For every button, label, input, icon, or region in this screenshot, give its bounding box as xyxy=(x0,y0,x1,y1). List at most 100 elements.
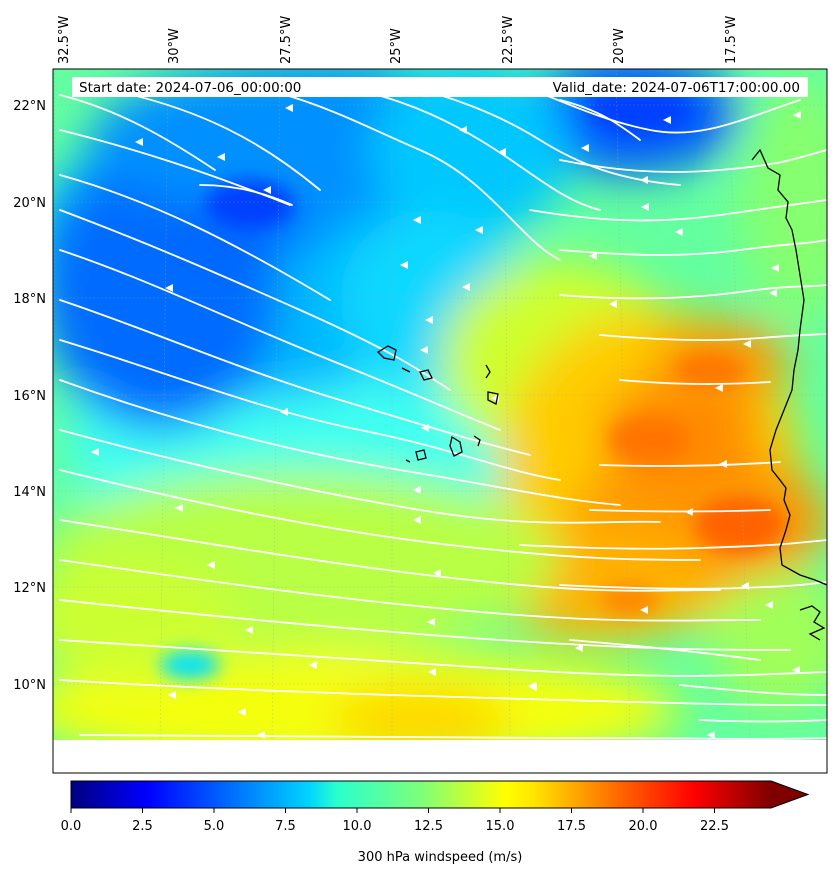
streamline xyxy=(59,429,661,524)
streamline xyxy=(59,679,827,706)
streamline-arrow xyxy=(640,176,648,184)
colorbar-title: 300 hPa windspeed (m/s) xyxy=(358,850,523,865)
streamline-arrow xyxy=(741,582,749,590)
colorbar-outline xyxy=(70,780,810,809)
streamline-arrow xyxy=(589,252,597,260)
streamline-arrow xyxy=(400,261,408,269)
lon-label: 27.5°W xyxy=(279,16,294,64)
streamline xyxy=(589,509,771,513)
streamline xyxy=(59,174,331,301)
streamline-arrow xyxy=(427,618,435,626)
streamline-arrow xyxy=(91,448,99,456)
streamline xyxy=(59,249,501,431)
no-data-strip xyxy=(53,740,827,773)
lat-label: 14°N xyxy=(13,485,46,500)
streamline-arrow xyxy=(462,283,470,291)
streamline-arrow xyxy=(413,516,421,524)
date-info-box: Start date: 2024-07-06_00:00:00 Valid_da… xyxy=(72,77,808,97)
streamline-arrow xyxy=(793,111,801,119)
streamline-arrow xyxy=(663,116,671,124)
streamline xyxy=(119,91,321,191)
streamline-arrow xyxy=(207,561,215,569)
streamline-arrow xyxy=(135,138,143,146)
streamline xyxy=(199,184,293,206)
colorbar-ticks xyxy=(70,808,715,813)
streamline-arrow xyxy=(285,104,293,112)
wind-streamlines xyxy=(59,79,827,740)
colorbar-tick-label: 12.5 xyxy=(414,819,443,834)
streamline xyxy=(559,99,641,141)
coastline xyxy=(376,148,827,641)
streamline xyxy=(519,539,827,550)
colorbar-gradient xyxy=(71,781,771,808)
streamline xyxy=(559,149,827,173)
colorbar-tick-label: 10.0 xyxy=(343,819,372,834)
streamline-arrow xyxy=(640,606,648,614)
streamline-arrow xyxy=(459,126,467,134)
streamline-arrow xyxy=(475,226,483,234)
streamline-arrow xyxy=(765,601,773,609)
streamline xyxy=(569,639,761,661)
streamline xyxy=(59,599,791,651)
streamline xyxy=(59,339,561,481)
streamline xyxy=(59,469,701,561)
streamline xyxy=(59,639,827,677)
streamline-arrow xyxy=(719,460,727,468)
colorbar-tick-label: 20.0 xyxy=(629,819,658,834)
lon-label: 30°W xyxy=(167,28,182,64)
colorbar: 0.0 2.5 5.0 7.5 10.0 12.5 15.0 17.5 20.0… xyxy=(61,780,810,865)
streamline-arrow xyxy=(309,661,317,669)
lat-label: 12°N xyxy=(13,581,46,596)
streamline-arrow xyxy=(165,284,173,292)
streamline xyxy=(599,333,827,342)
streamline-arrow xyxy=(175,504,183,512)
streamline xyxy=(79,734,827,740)
windspeed-field xyxy=(53,69,827,740)
streamline-arrow xyxy=(529,683,537,691)
streamline-arrow xyxy=(641,203,649,211)
streamline-arrow xyxy=(168,691,176,699)
streamline xyxy=(519,84,801,134)
lon-label: 20°W xyxy=(612,28,627,64)
streamline-arrow xyxy=(575,644,583,652)
streamline-arrow xyxy=(421,424,429,432)
colorbar-tick-label: 15.0 xyxy=(486,819,515,834)
longitude-labels: 32.5°W 30°W 27.5°W 25°W 22.5°W 20°W 17.5… xyxy=(57,16,739,64)
colorbar-tick-label: 17.5 xyxy=(557,819,586,834)
valid-date-label: Valid_date: 2024-07-06T17:00:00.00 xyxy=(553,80,800,96)
streamline-arrow xyxy=(433,569,441,577)
colorbar-tick-label: 22.5 xyxy=(700,819,729,834)
streamline-arrow xyxy=(743,340,751,348)
plot-frame xyxy=(52,68,828,774)
colorbar-tick-label: 0.0 xyxy=(61,819,82,834)
streamline xyxy=(59,559,761,622)
lat-label: 16°N xyxy=(13,389,46,404)
streamline xyxy=(559,284,827,300)
colorbar-tick-label: 2.5 xyxy=(132,819,153,834)
streamline-arrow xyxy=(715,384,723,392)
streamline xyxy=(559,581,827,590)
streamline xyxy=(59,519,721,592)
colorbar-tick-label: 7.5 xyxy=(275,819,296,834)
lon-label: 32.5°W xyxy=(57,16,72,64)
streamline xyxy=(529,199,827,222)
streamline-arrow xyxy=(707,731,715,739)
lat-label: 22°N xyxy=(13,99,46,114)
latitude-labels: 22°N 20°N 18°N 16°N 14°N 12°N 10°N xyxy=(13,99,46,693)
lat-label: 10°N xyxy=(13,678,46,693)
streamline xyxy=(679,684,827,696)
lat-label: 18°N xyxy=(13,292,46,307)
streamline xyxy=(599,461,781,467)
streamline-arrow xyxy=(413,216,421,224)
streamline xyxy=(699,719,827,723)
streamline-arrow xyxy=(420,346,428,354)
streamline-arrow xyxy=(771,264,779,272)
streamline-arrow xyxy=(238,708,246,716)
streamline xyxy=(619,379,771,385)
streamline-arrow xyxy=(675,228,683,236)
streamline-arrow xyxy=(609,300,617,308)
streamline xyxy=(59,299,531,456)
lat-label: 20°N xyxy=(13,196,46,211)
map-plot-area xyxy=(52,68,828,774)
